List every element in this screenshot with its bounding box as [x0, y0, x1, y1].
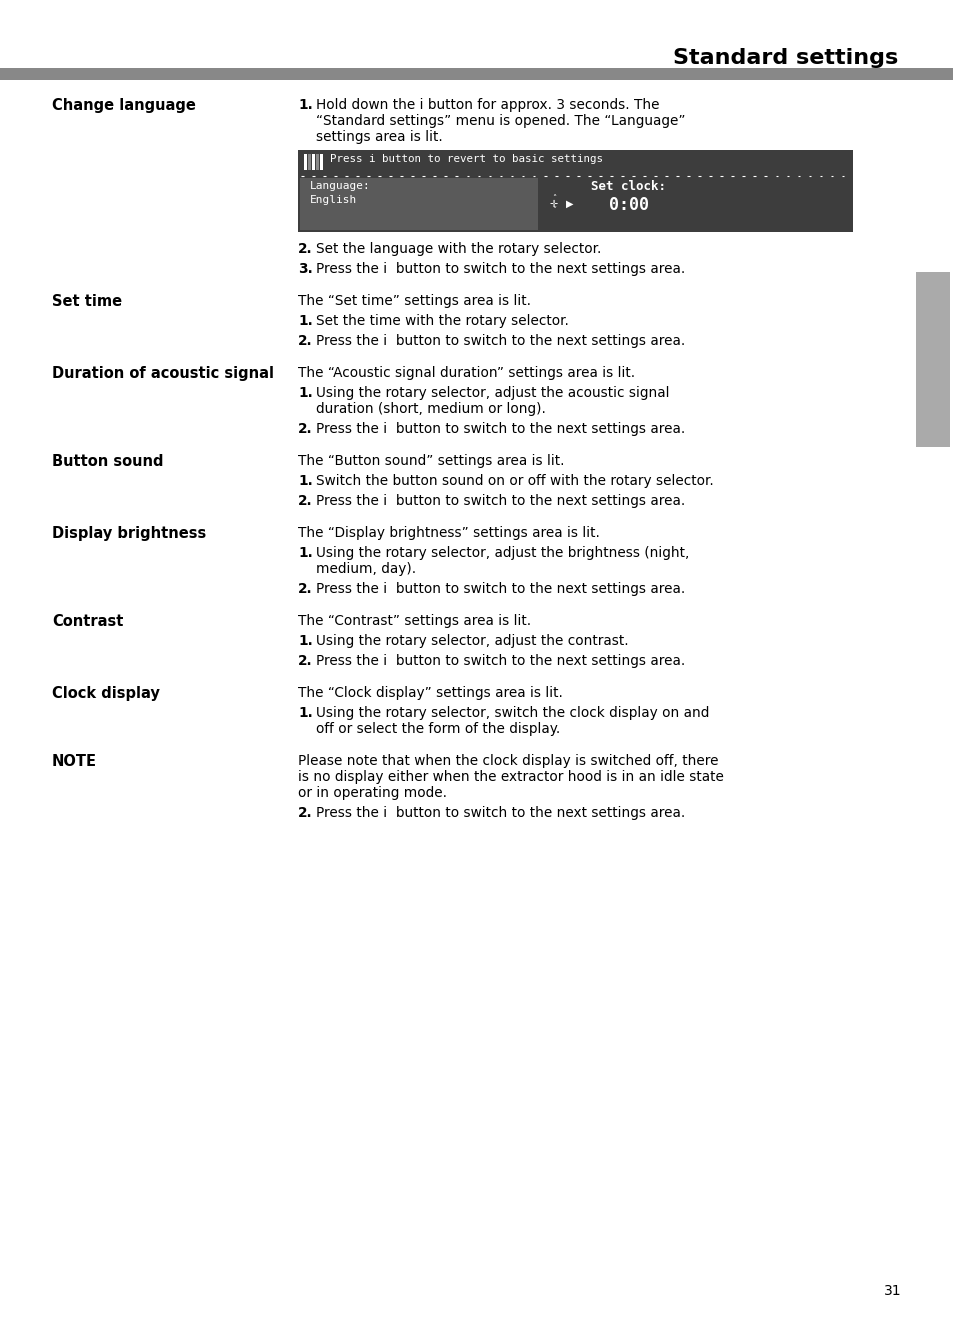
- Text: off or select the form of the display.: off or select the form of the display.: [315, 721, 559, 736]
- Text: ▶: ▶: [566, 199, 573, 210]
- Text: 2.: 2.: [297, 582, 313, 595]
- Text: Duration of acoustic signal: Duration of acoustic signal: [52, 366, 274, 381]
- Text: Press the i  button to switch to the next settings area.: Press the i button to switch to the next…: [315, 582, 684, 595]
- Text: duration (short, medium or long).: duration (short, medium or long).: [315, 402, 545, 416]
- Text: Language:: Language:: [310, 182, 371, 191]
- Text: 2.: 2.: [297, 243, 313, 256]
- Text: 31: 31: [883, 1284, 901, 1298]
- Text: 3.: 3.: [297, 263, 313, 276]
- Text: The “Acoustic signal duration” settings area is lit.: The “Acoustic signal duration” settings …: [297, 366, 635, 381]
- Text: settings area is lit.: settings area is lit.: [315, 130, 442, 145]
- Text: ˄: ˄: [551, 194, 556, 203]
- Bar: [299, 178, 537, 229]
- Bar: [319, 154, 323, 170]
- Text: “Standard settings” menu is opened. The “Language”: “Standard settings” menu is opened. The …: [315, 114, 685, 129]
- Text: The “Clock display” settings area is lit.: The “Clock display” settings area is lit…: [297, 686, 562, 700]
- Text: 1.: 1.: [297, 546, 313, 560]
- Text: Press the i  button to switch to the next settings area.: Press the i button to switch to the next…: [315, 334, 684, 347]
- Text: 1.: 1.: [297, 314, 313, 328]
- Text: Change language: Change language: [52, 98, 195, 113]
- Text: Press the i  button to switch to the next settings area.: Press the i button to switch to the next…: [315, 495, 684, 508]
- Text: Clock display: Clock display: [52, 686, 160, 701]
- Text: Please note that when the clock display is switched off, there: Please note that when the clock display …: [297, 754, 718, 768]
- Text: NOTE: NOTE: [52, 754, 97, 769]
- Text: Set the language with the rotary selector.: Set the language with the rotary selecto…: [315, 243, 600, 256]
- Text: Press the i  button to switch to the next settings area.: Press the i button to switch to the next…: [315, 654, 684, 668]
- Text: ✛: ✛: [549, 199, 558, 210]
- Text: 2.: 2.: [297, 422, 313, 436]
- Bar: [297, 150, 852, 232]
- Text: Display brightness: Display brightness: [52, 526, 206, 541]
- Bar: [308, 154, 311, 170]
- Text: Contrast: Contrast: [52, 614, 123, 629]
- Text: English: English: [310, 195, 356, 206]
- Text: Hold down the i button for approx. 3 seconds. The: Hold down the i button for approx. 3 sec…: [315, 98, 659, 111]
- Text: Set the time with the rotary selector.: Set the time with the rotary selector.: [315, 314, 568, 328]
- Bar: [304, 154, 307, 170]
- Text: The “Set time” settings area is lit.: The “Set time” settings area is lit.: [297, 294, 531, 308]
- Text: 2.: 2.: [297, 806, 313, 819]
- Text: 2.: 2.: [297, 654, 313, 668]
- Text: 1.: 1.: [297, 473, 313, 488]
- Text: Using the rotary selector, adjust the brightness (night,: Using the rotary selector, adjust the br…: [315, 546, 689, 560]
- Text: 1.: 1.: [297, 98, 313, 111]
- Text: 1.: 1.: [297, 386, 313, 400]
- Text: ˅: ˅: [551, 206, 556, 215]
- Text: is no display either when the extractor hood is in an idle state: is no display either when the extractor …: [297, 770, 723, 784]
- Text: 2.: 2.: [297, 334, 313, 347]
- Text: 1.: 1.: [297, 634, 313, 648]
- Text: Standard settings: Standard settings: [672, 48, 897, 68]
- Text: The “Contrast” settings area is lit.: The “Contrast” settings area is lit.: [297, 614, 531, 629]
- Text: Press the i  button to switch to the next settings area.: Press the i button to switch to the next…: [315, 422, 684, 436]
- Text: or in operating mode.: or in operating mode.: [297, 786, 447, 800]
- Text: 1.: 1.: [297, 705, 313, 720]
- Text: Press i button to revert to basic settings: Press i button to revert to basic settin…: [330, 154, 602, 164]
- Text: Press the i  button to switch to the next settings area.: Press the i button to switch to the next…: [315, 806, 684, 819]
- Text: 2.: 2.: [297, 495, 313, 508]
- Text: Using the rotary selector, adjust the contrast.: Using the rotary selector, adjust the co…: [315, 634, 628, 648]
- Bar: [915, 272, 949, 447]
- Bar: [0, 68, 953, 80]
- Text: The “Display brightness” settings area is lit.: The “Display brightness” settings area i…: [297, 526, 599, 540]
- Text: Set time: Set time: [52, 294, 122, 309]
- Text: The “Button sound” settings area is lit.: The “Button sound” settings area is lit.: [297, 453, 564, 468]
- Text: 0:00: 0:00: [608, 196, 648, 213]
- Bar: [315, 154, 318, 170]
- Text: Switch the button sound on or off with the rotary selector.: Switch the button sound on or off with t…: [315, 473, 713, 488]
- Text: Using the rotary selector, adjust the acoustic signal: Using the rotary selector, adjust the ac…: [315, 386, 669, 400]
- Text: Button sound: Button sound: [52, 453, 163, 469]
- Bar: [312, 154, 314, 170]
- Text: Set clock:: Set clock:: [590, 180, 665, 194]
- Text: medium, day).: medium, day).: [315, 562, 416, 575]
- Text: Press the i  button to switch to the next settings area.: Press the i button to switch to the next…: [315, 263, 684, 276]
- Text: Using the rotary selector, switch the clock display on and: Using the rotary selector, switch the cl…: [315, 705, 709, 720]
